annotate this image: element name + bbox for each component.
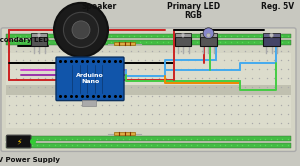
Bar <box>175 33 191 37</box>
Bar <box>31 37 47 46</box>
Text: Arduino
Nano: Arduino Nano <box>76 73 104 84</box>
Circle shape <box>181 33 185 37</box>
Circle shape <box>54 3 108 57</box>
Circle shape <box>37 33 41 37</box>
Bar <box>200 37 217 46</box>
Circle shape <box>30 138 36 145</box>
FancyBboxPatch shape <box>56 57 124 101</box>
Text: Primary LED
RGB: Primary LED RGB <box>167 2 220 20</box>
Bar <box>114 132 135 135</box>
FancyBboxPatch shape <box>7 135 31 148</box>
Text: Secondary LED: Secondary LED <box>0 37 49 42</box>
Bar <box>6 34 291 38</box>
Text: Speaker: Speaker <box>81 2 117 11</box>
Bar <box>263 33 280 37</box>
Bar <box>6 85 291 95</box>
Circle shape <box>63 12 98 47</box>
Bar <box>6 40 291 45</box>
Bar <box>6 136 291 141</box>
Circle shape <box>206 33 211 37</box>
FancyBboxPatch shape <box>1 28 296 151</box>
Bar <box>6 143 291 148</box>
Bar <box>114 42 135 45</box>
Bar <box>82 100 96 106</box>
Text: Reg. 5V: Reg. 5V <box>261 2 294 11</box>
Text: ⚡: ⚡ <box>16 137 21 146</box>
Bar <box>31 33 47 37</box>
Circle shape <box>203 28 214 39</box>
Circle shape <box>269 33 274 37</box>
Circle shape <box>72 21 90 39</box>
Bar <box>175 37 191 46</box>
Text: 12V Power Supply: 12V Power Supply <box>0 157 60 163</box>
Bar <box>263 37 280 46</box>
Bar <box>200 33 217 37</box>
Bar <box>6 53 291 128</box>
